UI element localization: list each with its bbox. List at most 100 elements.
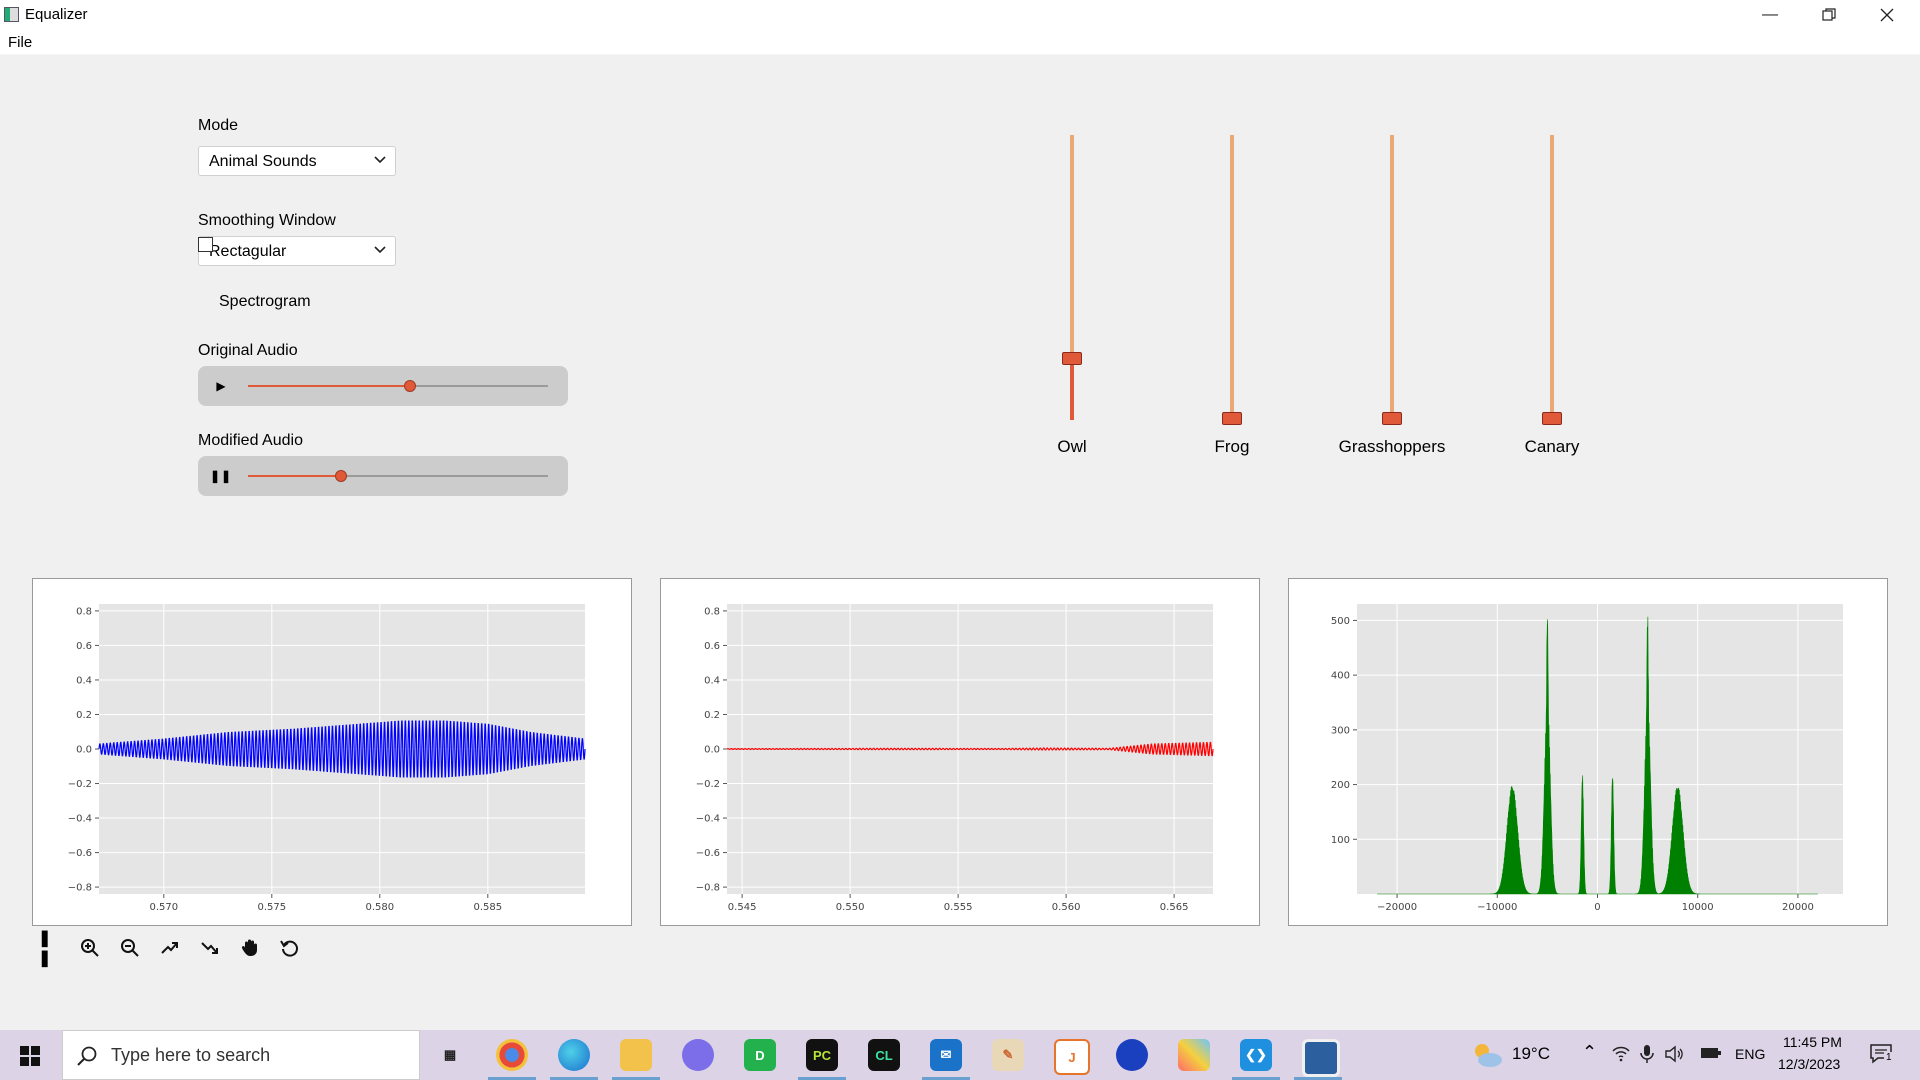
x-tick-label: −10000 bbox=[1477, 902, 1517, 913]
microphone-icon[interactable] bbox=[1640, 1044, 1654, 1068]
equalizer-slider-owl[interactable] bbox=[1062, 135, 1082, 420]
menu-file[interactable]: File bbox=[8, 34, 33, 51]
chevron-down-icon bbox=[374, 156, 386, 164]
battery-icon[interactable] bbox=[1700, 1046, 1722, 1064]
original-audio-handle[interactable] bbox=[404, 380, 416, 392]
zoom-in-icon bbox=[81, 939, 99, 957]
file-explorer-icon[interactable] bbox=[620, 1039, 652, 1071]
modified-signal-plot[interactable]: 0.545 0.550 0.555 0.560 0.565 0.8 0.6 0.4 0.2 0.0… bbox=[660, 578, 1260, 926]
zoom-in-button[interactable] bbox=[78, 937, 102, 959]
edge-icon[interactable] bbox=[558, 1039, 590, 1071]
jupyter-icon[interactable]: J bbox=[1054, 1039, 1090, 1075]
chevron-down-icon bbox=[374, 246, 386, 254]
menu-bar: File bbox=[0, 30, 1920, 55]
equalizer-slider-canary[interactable] bbox=[1542, 135, 1562, 425]
y-tick-label: 0.2 bbox=[76, 710, 92, 721]
slider-label: Canary bbox=[1524, 437, 1580, 456]
clock-date[interactable]: 12/3/2023 bbox=[1778, 1056, 1841, 1072]
y-tick-label: 0.8 bbox=[76, 606, 92, 617]
slider-handle[interactable] bbox=[1062, 352, 1082, 366]
clion-icon[interactable]: CL bbox=[868, 1039, 900, 1071]
x-tick-label: 0.545 bbox=[728, 902, 757, 913]
speed-up-button[interactable] bbox=[158, 937, 182, 959]
modified-pause-button[interactable]: ❚❚ bbox=[210, 467, 231, 485]
language-indicator[interactable]: ENG bbox=[1735, 1046, 1766, 1062]
slow-down-icon bbox=[201, 942, 218, 954]
audacity-icon[interactable] bbox=[1116, 1039, 1148, 1071]
restore-button[interactable] bbox=[1800, 0, 1858, 30]
minimize-icon: — bbox=[1762, 6, 1778, 23]
weather-temperature[interactable]: 19°C bbox=[1512, 1044, 1550, 1063]
zoom-out-button[interactable] bbox=[118, 937, 142, 959]
speed-up-icon bbox=[161, 942, 178, 954]
close-button[interactable] bbox=[1858, 0, 1916, 30]
y-tick-label: 0.6 bbox=[76, 641, 92, 652]
notification-icon bbox=[1870, 1044, 1892, 1064]
weather-icon[interactable] bbox=[1470, 1042, 1504, 1073]
volume-icon[interactable] bbox=[1664, 1044, 1684, 1068]
task-view-icon[interactable]: ▦ bbox=[443, 1047, 457, 1062]
running-indicator bbox=[612, 1077, 660, 1080]
clock-time[interactable]: 11:45 PM bbox=[1783, 1034, 1842, 1050]
equalizer-slider-grasshoppers[interactable] bbox=[1382, 135, 1402, 425]
search-icon bbox=[77, 1046, 97, 1066]
y-tick-label: −0.8 bbox=[68, 883, 92, 894]
original-audio-seekbar[interactable] bbox=[248, 380, 548, 392]
reset-button[interactable] bbox=[278, 937, 302, 959]
frequency-plot[interactable]: −20000 −10000 0 10000 20000 500 400 300 200 100 bbox=[1288, 578, 1888, 926]
slider-handle[interactable] bbox=[1542, 412, 1562, 425]
taskbar-search[interactable]: Type here to search bbox=[62, 1030, 420, 1080]
pause-button[interactable]: ❚ ❚ bbox=[38, 930, 62, 967]
pycharm-icon[interactable]: PC bbox=[806, 1039, 838, 1071]
y-tick-label: −0.8 bbox=[696, 883, 720, 894]
minimize-button[interactable]: — bbox=[1741, 0, 1799, 30]
mode-label: Mode bbox=[198, 117, 239, 134]
running-indicator bbox=[922, 1077, 970, 1080]
chevron-up-icon[interactable]: ⌃ bbox=[1582, 1042, 1598, 1062]
original-play-button[interactable]: ▶ bbox=[212, 377, 230, 395]
python-app-icon[interactable] bbox=[1302, 1039, 1340, 1077]
original-audio-player: ▶ bbox=[198, 366, 568, 406]
y-tick-label: 400 bbox=[1331, 671, 1350, 682]
vscode-icon[interactable]: ❮❯ bbox=[1240, 1039, 1272, 1071]
plot-toolbar: ❚ ❚ bbox=[38, 930, 302, 967]
mode-select[interactable]: Animal Sounds bbox=[198, 146, 396, 176]
slow-down-button[interactable] bbox=[198, 937, 222, 959]
pan-button[interactable] bbox=[238, 937, 262, 959]
paint-icon[interactable]: ✎ bbox=[992, 1039, 1024, 1071]
wifi-icon[interactable] bbox=[1612, 1044, 1630, 1066]
modified-audio-handle[interactable] bbox=[335, 470, 347, 482]
y-tick-label: 100 bbox=[1331, 835, 1350, 846]
y-tick-label: 0.2 bbox=[704, 710, 720, 721]
dataspell-icon[interactable]: D bbox=[744, 1039, 776, 1071]
running-indicator bbox=[550, 1077, 598, 1080]
slider-handle[interactable] bbox=[1382, 412, 1402, 425]
modified-audio-seekbar[interactable] bbox=[248, 470, 548, 482]
original-signal-plot[interactable]: 0.570 0.575 0.580 0.585 0.8 0.6 0.4 0.2 0.0 −0.2 −… bbox=[32, 578, 632, 926]
windows-start-button[interactable] bbox=[20, 1046, 40, 1071]
slider-label: Frog bbox=[1214, 437, 1250, 456]
modified-audio-label: Modified Audio bbox=[198, 432, 303, 449]
x-tick-label: −20000 bbox=[1377, 902, 1417, 913]
app-icon-colorful[interactable] bbox=[1178, 1039, 1210, 1071]
y-tick-label: −0.2 bbox=[696, 779, 720, 790]
smoothing-window-value: Rectagular bbox=[209, 243, 287, 260]
y-tick-label: −0.4 bbox=[696, 814, 720, 825]
y-tick-label: 500 bbox=[1331, 616, 1350, 627]
slider-handle[interactable] bbox=[1222, 412, 1242, 425]
slider-fill bbox=[1070, 360, 1074, 420]
pan-icon bbox=[241, 939, 257, 956]
modified-audio-player: ❚❚ bbox=[198, 456, 568, 496]
y-tick-label: 0.4 bbox=[76, 675, 92, 686]
equalizer-slider-frog[interactable] bbox=[1222, 135, 1242, 425]
discord-icon[interactable] bbox=[682, 1039, 714, 1071]
play-icon: ▶ bbox=[216, 379, 226, 393]
notifications-button[interactable]: 1 bbox=[1870, 1044, 1894, 1069]
smoothing-window-select[interactable]: Rectagular bbox=[198, 236, 396, 266]
modified-audio-progress bbox=[248, 475, 341, 477]
chrome-icon[interactable] bbox=[496, 1039, 528, 1071]
spectrogram-checkbox[interactable] bbox=[198, 237, 213, 252]
mail-icon[interactable]: ✉ bbox=[930, 1039, 962, 1071]
x-tick-label: 0.575 bbox=[257, 902, 286, 913]
x-tick-label: 0.560 bbox=[1052, 902, 1081, 913]
